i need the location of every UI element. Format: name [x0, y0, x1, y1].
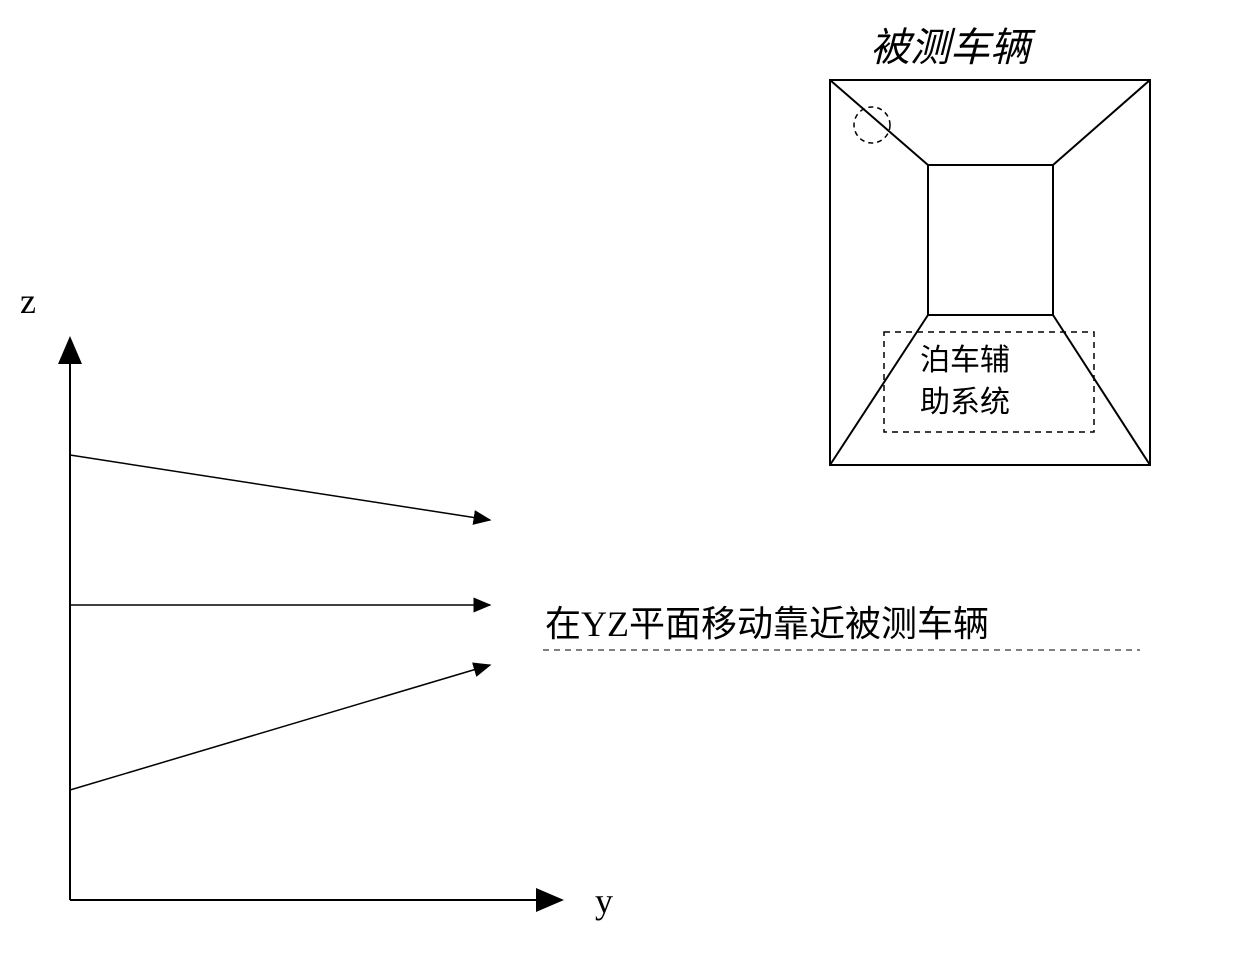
vehicle-diag-bl	[830, 315, 928, 465]
diagram-container: 被测车辆 z y 在YZ平面移动靠近被测车辆 泊车辅助系统	[0, 0, 1240, 951]
motion-description-label: 在YZ平面移动靠近被测车辆	[545, 595, 989, 647]
parking-system-label: 泊车辅助系统	[920, 340, 1010, 424]
vehicle-diag-tr	[1053, 80, 1150, 165]
vehicle-title-label: 被测车辆	[870, 15, 1030, 73]
y-axis-label: y	[595, 880, 613, 922]
vehicle-diag-br	[1053, 315, 1150, 465]
vehicle-inner-rect	[928, 165, 1053, 315]
z-axis-label: z	[20, 280, 36, 322]
motion-arrow-1	[70, 455, 490, 520]
vehicle-dashed-circle	[854, 107, 890, 143]
motion-arrow-3	[70, 665, 490, 790]
diagram-svg	[0, 0, 1240, 951]
vehicle-diag-tl	[830, 80, 928, 165]
